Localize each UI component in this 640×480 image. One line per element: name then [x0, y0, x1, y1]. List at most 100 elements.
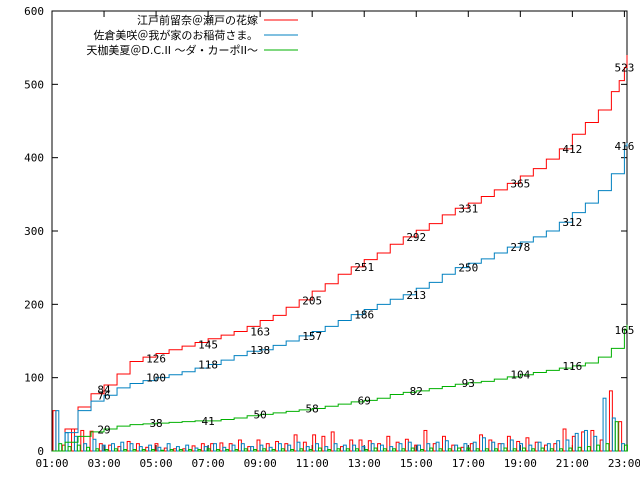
- x-tick-label: 21:00: [556, 457, 589, 470]
- x-tick-label: 01:00: [35, 457, 68, 470]
- bar: [614, 421, 619, 452]
- bar: [243, 448, 248, 452]
- data-label: 41: [201, 415, 214, 428]
- x-tick-label: 07:00: [192, 457, 225, 470]
- data-label: 118: [198, 358, 218, 371]
- y-tick-label: 500: [24, 78, 44, 91]
- bar: [327, 449, 332, 452]
- data-label: 84: [97, 383, 111, 396]
- bar: [401, 448, 406, 452]
- bar: [373, 447, 378, 452]
- data-label: 186: [354, 309, 374, 322]
- bar: [624, 444, 628, 452]
- bar: [417, 444, 421, 452]
- bar: [342, 444, 347, 452]
- bar: [565, 439, 570, 452]
- bar: [73, 435, 78, 452]
- y-tick-label: 400: [24, 152, 44, 165]
- x-tick-label: 19:00: [504, 457, 537, 470]
- bar: [333, 443, 338, 452]
- bar: [206, 448, 211, 452]
- x-tick-label: 23:00: [608, 457, 640, 470]
- data-label: 104: [510, 369, 530, 382]
- legend-entry: 江戸前留奈＠瀬戸の花嫁: [137, 13, 258, 27]
- bar: [435, 441, 440, 452]
- bar: [602, 397, 607, 452]
- bar: [382, 448, 387, 452]
- bar: [593, 435, 598, 452]
- bar: [549, 448, 554, 452]
- bar: [500, 443, 505, 452]
- axis-ticks: 0 100 200 300 400 500 600 01:00 03:00 05:00 07:00 0…: [24, 5, 640, 470]
- bar: [546, 443, 551, 452]
- bar: [618, 421, 623, 452]
- bar: [113, 448, 118, 452]
- data-label: 292: [406, 231, 426, 244]
- data-label: 157: [302, 330, 322, 343]
- bar: [426, 443, 431, 452]
- bar: [175, 446, 180, 452]
- bar: [132, 449, 137, 452]
- data-label: 331: [458, 202, 478, 215]
- bar: [494, 448, 499, 452]
- bar: [234, 449, 239, 452]
- x-tick-label: 03:00: [87, 457, 120, 470]
- bar: [240, 443, 245, 452]
- bar: [379, 444, 384, 452]
- data-label: 412: [562, 143, 582, 156]
- bar: [503, 447, 508, 452]
- bar: [197, 449, 202, 452]
- data-label: 251: [354, 261, 374, 274]
- bar: [253, 449, 257, 452]
- bar: [259, 444, 264, 452]
- data-label: 312: [562, 216, 582, 229]
- bar: [392, 448, 397, 452]
- bar: [111, 443, 115, 452]
- bar: [280, 448, 285, 452]
- bar: [250, 446, 255, 452]
- bar: [370, 443, 375, 452]
- bar: [491, 441, 496, 452]
- data-label: 250: [458, 262, 478, 275]
- bar: [482, 437, 486, 452]
- bar: [299, 448, 304, 452]
- data-label: 523: [614, 61, 634, 74]
- bar: [429, 447, 434, 452]
- bar: [308, 449, 313, 452]
- data-label: 126: [146, 353, 166, 366]
- data-label: 50: [254, 408, 267, 421]
- bar: [463, 443, 468, 452]
- bar: [330, 431, 335, 452]
- bar: [419, 449, 424, 452]
- data-label: 278: [510, 241, 530, 254]
- bar: [352, 444, 357, 452]
- bar: [410, 447, 415, 452]
- bar: [225, 449, 230, 452]
- bar: [358, 439, 363, 452]
- bar: [457, 447, 461, 452]
- data-label: 100: [146, 372, 166, 385]
- legend-entry: 天枷美夏＠D.C.II ～ダ・カーポII～: [86, 43, 258, 57]
- bar: [296, 441, 301, 452]
- bar: [559, 448, 564, 452]
- data-label: 76: [97, 389, 110, 402]
- bar: [475, 448, 480, 452]
- bar: [213, 443, 217, 452]
- data-label: 93: [462, 377, 475, 390]
- series-line-1: [52, 143, 628, 452]
- data-label: 145: [198, 339, 218, 352]
- data-label: 416: [614, 140, 634, 153]
- bar: [466, 447, 471, 452]
- x-tick-label: 05:00: [140, 457, 173, 470]
- bar: [522, 447, 526, 452]
- bar: [386, 435, 391, 452]
- data-label: 165: [614, 324, 634, 337]
- bar: [315, 443, 319, 452]
- bar: [166, 443, 171, 452]
- bar: [361, 446, 366, 452]
- bar: [525, 437, 530, 452]
- x-tick-label: 15:00: [400, 457, 433, 470]
- bar: [185, 444, 190, 452]
